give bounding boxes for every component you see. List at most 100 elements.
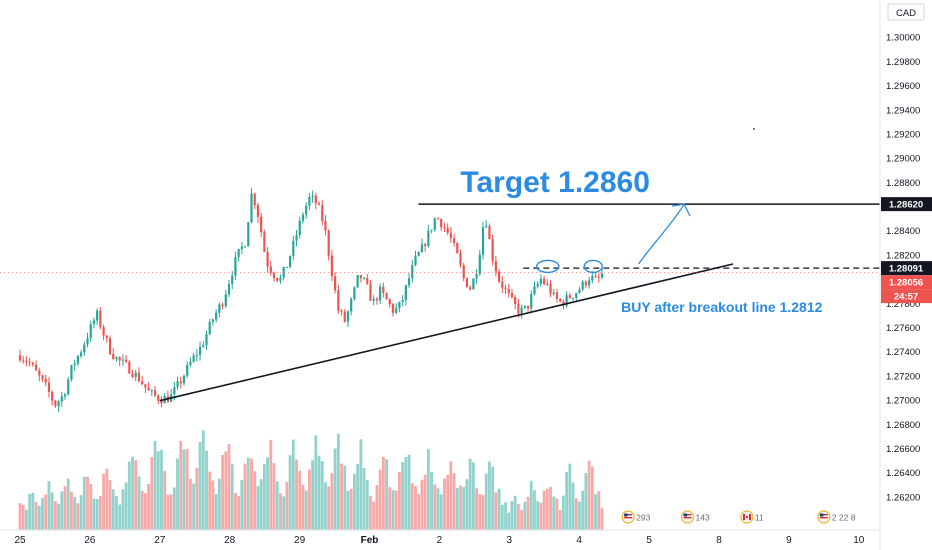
candle-body (478, 254, 481, 275)
candle-body (205, 334, 208, 346)
candle-body (427, 230, 430, 246)
volume-bar (314, 435, 318, 530)
volume-bar (256, 486, 260, 530)
candle-body (115, 357, 118, 359)
volume-bar (166, 494, 170, 530)
candle-body (449, 232, 452, 239)
volume-bar (134, 460, 138, 530)
candle-body (153, 390, 157, 396)
candle-body (182, 375, 186, 384)
volume-bar (185, 448, 189, 530)
volume-bar (510, 501, 514, 530)
volume-bar (565, 471, 569, 530)
high-circle-right[interactable] (583, 259, 603, 274)
volume-bar (60, 491, 64, 530)
candle-body (31, 362, 34, 365)
volume-bar (353, 473, 356, 530)
candle-body (288, 255, 292, 267)
volume-bar (356, 464, 360, 530)
volume-bar (230, 464, 234, 530)
volume-bar (221, 455, 224, 530)
volume-layer (18, 430, 604, 530)
candle-body (266, 251, 269, 267)
volume-bar (50, 492, 54, 530)
volume-bar (462, 486, 466, 530)
candle-body (571, 297, 575, 299)
candle-body (305, 205, 308, 215)
price-scale[interactable]: 1.30000 1.29800 1.29600 1.29400 1.29200 1.290… (886, 33, 920, 504)
ascending-trendline[interactable] (159, 263, 734, 402)
candle-body (292, 240, 295, 256)
candle-body (546, 283, 549, 285)
event-marker[interactable]: 293 (621, 510, 651, 524)
candle-body (440, 218, 443, 228)
volume-bar (298, 470, 302, 530)
candle-body (198, 346, 202, 355)
candle-body (395, 308, 398, 313)
volume-bar (398, 471, 401, 530)
volume-bar (317, 455, 321, 530)
candle-body (260, 216, 263, 233)
volume-bar (401, 462, 405, 530)
volume-bar (542, 490, 546, 530)
volume-bar (137, 476, 141, 530)
candle-body (552, 292, 555, 294)
volume-bar (124, 482, 128, 530)
volume-bar (423, 474, 427, 530)
event-count: 293 (636, 513, 650, 523)
price-badge (881, 275, 932, 290)
volume-bar (47, 481, 51, 530)
volume-bar (533, 490, 536, 530)
event-marker[interactable]: 143 (680, 510, 710, 524)
candle-body (504, 287, 507, 289)
volume-bar (291, 439, 295, 530)
volume-bar (562, 495, 565, 530)
volume-bar (205, 450, 208, 530)
candle-body (559, 298, 562, 302)
volume-bar (246, 457, 250, 530)
event-marker[interactable]: 11 (740, 510, 764, 524)
candle-body (99, 310, 102, 328)
projection-arrow[interactable] (638, 203, 685, 265)
volume-bar (153, 440, 157, 530)
drawing-layer[interactable] (0, 203, 880, 402)
candle-body (346, 311, 350, 322)
y-tick-label: 1.29400 (886, 105, 920, 116)
volume-bar (163, 470, 167, 530)
candle-body (398, 301, 401, 309)
x-tick-label: 2 (437, 535, 443, 546)
time-scale[interactable]: 25 26 27 28 29 Feb 2 3 4 5 8 9 10 (0, 529, 880, 546)
candle-body (343, 311, 346, 322)
volume-bar (526, 496, 530, 530)
volume-bar (545, 488, 549, 530)
volume-bar (349, 488, 353, 530)
economic-events[interactable]: 293 143 11 2 22 8 (621, 510, 856, 524)
buy-annotation[interactable]: BUY after breakout line 1.2812 (621, 299, 822, 315)
candle-body (70, 365, 73, 380)
volume-bar (407, 454, 411, 530)
candle-body (108, 337, 112, 355)
candle-body (60, 396, 63, 402)
volume-bar (127, 461, 131, 530)
volume-bar (63, 486, 67, 530)
candle-body (472, 278, 475, 290)
volume-bar (34, 501, 38, 530)
high-circle-left[interactable] (536, 259, 560, 274)
candle-body (588, 280, 591, 286)
event-marker[interactable]: 2 22 8 (817, 510, 856, 524)
price-badge (881, 197, 932, 212)
candle-body (231, 275, 234, 285)
candle-body (51, 391, 54, 401)
candle-body (86, 338, 89, 345)
candle-body (497, 271, 501, 282)
candle-body (510, 293, 514, 298)
candle-body (337, 290, 340, 311)
volume-bar (189, 478, 192, 530)
volume-bar (385, 459, 388, 530)
volume-bar (41, 498, 44, 530)
candle-body (221, 304, 224, 307)
volume-bar (282, 496, 286, 530)
annotation-layer[interactable]: Target 1.2860 BUY after breakout line 1.2… (460, 128, 823, 315)
target-annotation[interactable]: Target 1.2860 (460, 166, 650, 199)
